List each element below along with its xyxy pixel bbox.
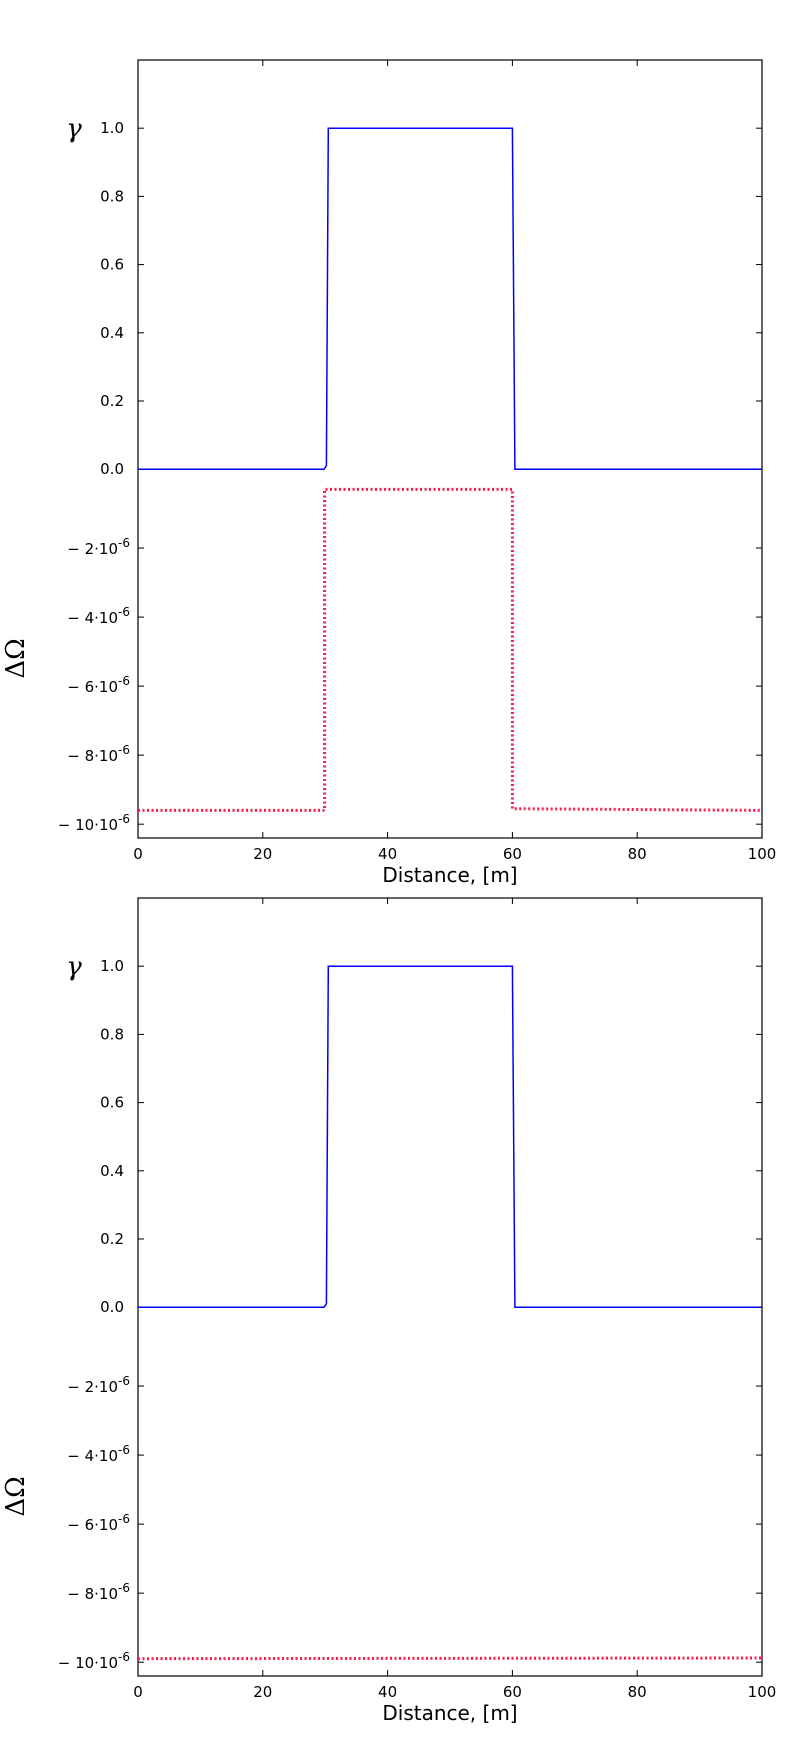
upper-y-tick-label: 0.6	[100, 1094, 124, 1112]
x-tick-label: 80	[628, 845, 647, 863]
upper-y-tick-label: 0.2	[100, 1230, 124, 1248]
lower-y-tick-label: − 8·10-6	[67, 743, 130, 765]
upper-y-tick-label: 0.8	[100, 187, 124, 205]
upper-y-tick-label: 1.0	[100, 957, 124, 975]
x-tick-label: 0	[133, 1683, 143, 1701]
x-tick-label: 100	[748, 1683, 777, 1701]
x-tick-label: 20	[253, 845, 272, 863]
upper-y-tick-label: 0.4	[100, 324, 124, 342]
chart-2: 0 20 40 60 80 100 0.0 0.2 0.4 0.6 0.8 1.0 − 2·10-6 − …	[1, 897, 777, 1725]
plot-frame	[137, 59, 763, 839]
x-axis-label: Distance, [m]	[382, 863, 517, 887]
upper-y-tick-label: 0.6	[100, 256, 124, 274]
upper-y-tick-label: 1.0	[100, 119, 124, 137]
upper-y-tick-label: 0.2	[100, 392, 124, 410]
upper-series-line	[138, 965, 762, 1308]
x-axis-label: Distance, [m]	[382, 1701, 517, 1725]
lower-axis-label: ΔΩ	[1, 1476, 31, 1516]
upper-axis-label: γ	[66, 114, 82, 144]
lower-y-tick-label: − 2·10-6	[67, 1374, 130, 1396]
upper-y-tick-label: 0.4	[100, 1162, 124, 1180]
lower-axis-label: ΔΩ	[1, 638, 31, 678]
upper-y-tick-label: 0.0	[100, 1298, 124, 1316]
upper-series-line	[138, 127, 762, 470]
x-tick-label: 40	[378, 1683, 397, 1701]
x-tick-label: 100	[748, 845, 777, 863]
lower-y-tick-label: − 2·10-6	[67, 536, 130, 558]
lower-series-line	[137, 1656, 763, 1661]
lower-y-tick-label: − 4·10-6	[67, 605, 130, 627]
x-tick-label: 0	[133, 845, 143, 863]
lower-y-tick-label: − 8·10-6	[67, 1581, 130, 1603]
plot-frame	[137, 897, 763, 1677]
lower-y-tick-label: − 4·10-6	[67, 1443, 130, 1465]
x-tick-label: 80	[628, 1683, 647, 1701]
lower-series-line	[138, 487, 763, 812]
lower-y-tick-label: − 10·10-6	[58, 1650, 130, 1672]
x-tick-label: 40	[378, 845, 397, 863]
lower-y-tick-label: − 10·10-6	[58, 812, 130, 834]
chart-1: 0 20 40 60 80 100 0.0 0.2 0.4 0.6 0.8 1.0 − 2·10-6 − …	[1, 59, 777, 887]
upper-y-tick-label: 0.8	[100, 1025, 124, 1043]
lower-y-tick-label: − 6·10-6	[67, 674, 130, 696]
x-tick-label: 20	[253, 1683, 272, 1701]
x-tick-label: 60	[503, 1683, 522, 1701]
x-tick-label: 60	[503, 845, 522, 863]
lower-y-tick-label: − 6·10-6	[67, 1512, 130, 1534]
upper-y-tick-label: 0.0	[100, 460, 124, 478]
upper-axis-label: γ	[66, 952, 82, 982]
